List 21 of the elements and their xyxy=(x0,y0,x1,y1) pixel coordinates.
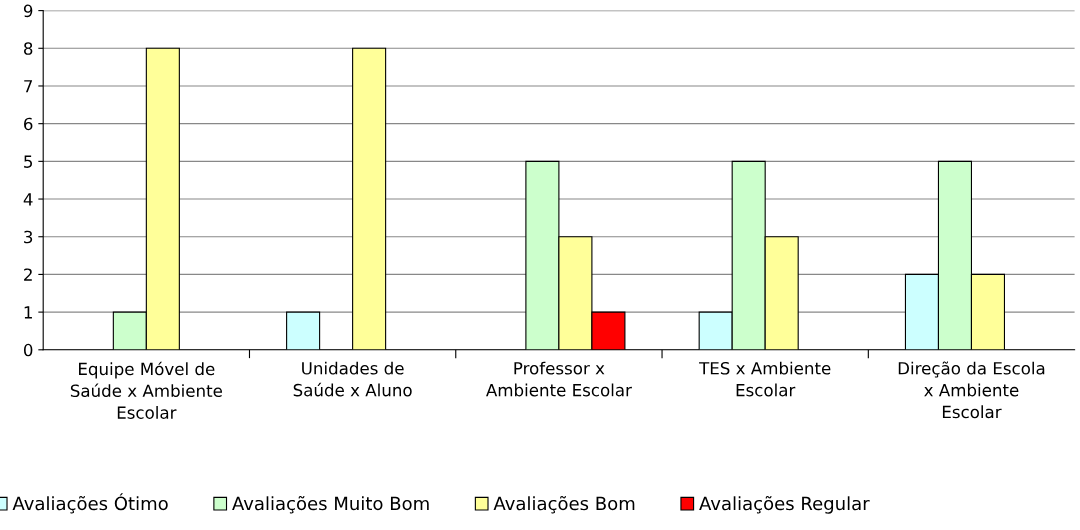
legend-label: Avaliações Ótimo xyxy=(12,493,168,514)
y-tick-label: 5 xyxy=(24,155,33,168)
x-tick-label: Direção da Escola x Ambiente Escolar xyxy=(898,361,1045,419)
y-tick-label: 4 xyxy=(23,193,33,206)
x-tick-label: Unidades de Saúde x Aluno xyxy=(293,361,412,397)
y-tick-label: 3 xyxy=(24,230,33,244)
x-tick-label: Equipe Móvel de Saúde x Ambiente Escolar xyxy=(70,361,222,419)
y-tick-label: 9 xyxy=(23,4,33,18)
legend-label: Avaliações Bom xyxy=(493,495,635,514)
legend-label: Avaliações Regular xyxy=(699,495,870,514)
y-tick-label: 8 xyxy=(24,42,33,55)
y-tick-label: 1 xyxy=(24,306,32,319)
y-tick-label: 7 xyxy=(24,80,33,93)
x-tick-label: TES x Ambiente Escolar xyxy=(699,361,831,397)
bar xyxy=(286,311,321,350)
bar xyxy=(352,47,387,350)
y-tick-label: 2 xyxy=(24,268,32,281)
legend-label: Avaliações Muito Bom xyxy=(232,495,429,514)
x-tick-label: Professor x Ambiente Escolar xyxy=(486,361,632,397)
y-tick-label: 0 xyxy=(23,343,33,357)
y-tick-label: 6 xyxy=(24,117,33,131)
